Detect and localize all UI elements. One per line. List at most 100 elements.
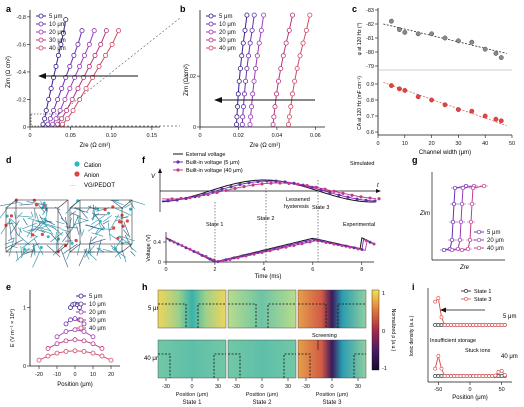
marker-40um-sim — [179, 196, 183, 201]
vg-fiber — [34, 220, 47, 233]
curves-f-simulated — [161, 179, 381, 203]
state3-40um-point — [483, 374, 488, 378]
marker-40um-sim — [341, 191, 345, 195]
vg-fiber — [92, 213, 96, 220]
xlabel-a: Zre (Ω cm²) — [80, 143, 111, 149]
vg-fiber — [87, 221, 102, 232]
ylabel-c-top: φ at 120 Hz (°) — [357, 22, 363, 55]
box-edge — [57, 199, 69, 209]
data-point-c-bottom — [455, 107, 461, 113]
data-point-a — [86, 63, 92, 69]
x-ticks-b: 0 0.02 0.04 0.06 — [198, 127, 321, 139]
panel-i: i -50 0 50 Ionic density (a.u.) Position (… — [409, 282, 518, 401]
cation-marker — [74, 161, 80, 167]
state3-5um-point — [468, 323, 472, 327]
marker-40um-exp — [364, 238, 368, 242]
panel-label-i: i — [412, 282, 415, 292]
legend-b-marker — [208, 37, 214, 43]
vg-fiber — [113, 200, 124, 206]
marker-5um-sim — [274, 179, 278, 183]
data-point-g — [481, 183, 487, 189]
marker-5um-exp — [304, 239, 308, 243]
data-point-b — [249, 104, 255, 110]
data-point-e — [63, 348, 69, 354]
y-tick-label-c-top: -79 — [366, 64, 374, 70]
vg-fiber — [19, 203, 34, 206]
x-tick-label-f: 4 — [262, 267, 265, 273]
heatmap-cell — [297, 289, 367, 329]
state3-40um-point — [487, 374, 491, 378]
label-experimental: Experimental — [343, 222, 375, 228]
vg-fiber — [30, 245, 35, 258]
data-point-a — [42, 116, 48, 122]
axis-t-arrow — [376, 189, 381, 193]
panel-label-a: a — [6, 4, 12, 14]
y-ticks-b: -0.02 0 — [183, 74, 200, 131]
data-point-g — [459, 247, 465, 253]
vg-fiber — [115, 208, 132, 216]
data-point-b — [245, 53, 251, 59]
anion-dot — [121, 224, 125, 228]
x-tick-label-c: 10 — [402, 141, 408, 147]
data-point-a — [109, 41, 115, 47]
data-point-a — [60, 30, 66, 36]
panel-c: c -83 -82 -81 -80 -79 0.9 0.8 0.7 0.6 0 10 20 30 40… — [352, 4, 515, 156]
data-point-a — [59, 85, 65, 91]
marker-40um-exp — [220, 259, 224, 263]
data-point-c-bottom — [388, 83, 394, 89]
marker-5um-exp — [200, 253, 204, 257]
data-point-a — [67, 85, 73, 91]
state3-5um-point — [496, 323, 501, 327]
data-point-c-bottom — [402, 88, 408, 93]
data-point-b — [236, 78, 242, 84]
electrode-outline — [298, 303, 366, 328]
state3-5um-point — [474, 323, 479, 327]
legend-g-label: 5 μm — [487, 230, 500, 236]
data-point-g — [469, 201, 475, 207]
vg-fiber — [130, 250, 136, 257]
data-point-a — [50, 121, 56, 127]
marker-40um-sim — [377, 197, 381, 201]
state3-40um-point — [436, 354, 441, 358]
box-edge — [121, 243, 133, 253]
data-point-b — [258, 27, 264, 33]
marker-5um-exp — [224, 258, 228, 262]
state3-40um-point — [433, 366, 438, 371]
vg-fiber — [87, 236, 92, 254]
vg-fiber — [92, 212, 99, 220]
xlabel-f: Time (ms) — [255, 274, 282, 280]
state3-40um-point — [458, 374, 463, 378]
marker-40um-sim — [350, 193, 354, 197]
marker-5um-sim — [337, 193, 341, 197]
marker-40um-exp — [196, 251, 200, 255]
legend-e-marker — [78, 301, 84, 307]
arrow-head-b — [214, 97, 222, 103]
label-screening: Screening — [312, 333, 337, 339]
vg-fiber — [91, 236, 97, 242]
state3-40um-point — [477, 374, 482, 378]
marker-5um-sim — [265, 179, 269, 183]
data-point-b — [251, 78, 257, 84]
data-point-a — [77, 63, 83, 69]
panel-e: e 01 -20 -10 0 10 20 E (V m⁻¹ × 10⁴) Positio… — [6, 282, 120, 388]
cbar-tick-bottom: -1 — [382, 366, 387, 372]
vg-fiber — [8, 237, 15, 257]
data-point-a — [86, 41, 92, 47]
legend-f-5: Built-in voltage (5 μm) — [186, 160, 240, 166]
y-tick-label-a: -0.2 — [17, 97, 26, 103]
marker-40um-sim — [170, 197, 174, 201]
data-point-c-top — [498, 55, 504, 60]
label-v: V — [151, 174, 156, 180]
legend-i-state3: State 3 — [474, 297, 491, 303]
legend-f-40: Built-in voltage (40 μm) — [186, 168, 243, 174]
data-point-b — [278, 66, 284, 72]
x-tick-label-h: -30 — [162, 384, 170, 390]
data-point-a — [91, 28, 97, 34]
vg-fiber — [124, 204, 131, 209]
marker-5um-sim — [364, 198, 368, 202]
vg-fiber — [102, 215, 112, 223]
label-i-5: 5 μm — [503, 314, 516, 320]
marker-40um-exp — [172, 240, 176, 244]
marker-40um-sim — [233, 186, 237, 191]
y-ticks-e: 01 — [23, 306, 30, 370]
